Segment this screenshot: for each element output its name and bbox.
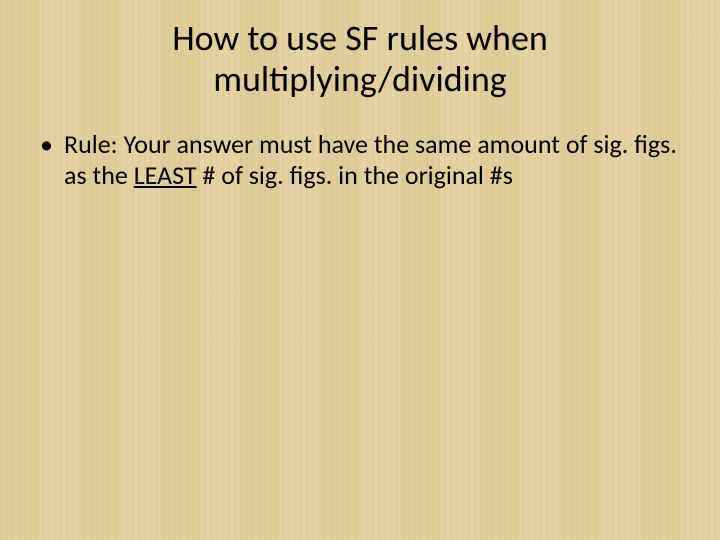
bullet-list: Rule: Your answer must have the same amo… — [36, 129, 684, 191]
slide-title: How to use SF rules when multiplying/div… — [36, 18, 684, 101]
title-line-1: How to use SF rules when — [172, 16, 548, 60]
list-item: Rule: Your answer must have the same amo… — [36, 129, 684, 191]
title-line-2: multiplying/dividing — [213, 57, 507, 101]
bullet-text-emph: LEAST — [134, 159, 197, 191]
slide: How to use SF rules when multiplying/div… — [0, 0, 720, 540]
slide-body: Rule: Your answer must have the same amo… — [36, 129, 684, 191]
bullet-text-post: # of sig. figs. in the original #s — [197, 159, 513, 191]
